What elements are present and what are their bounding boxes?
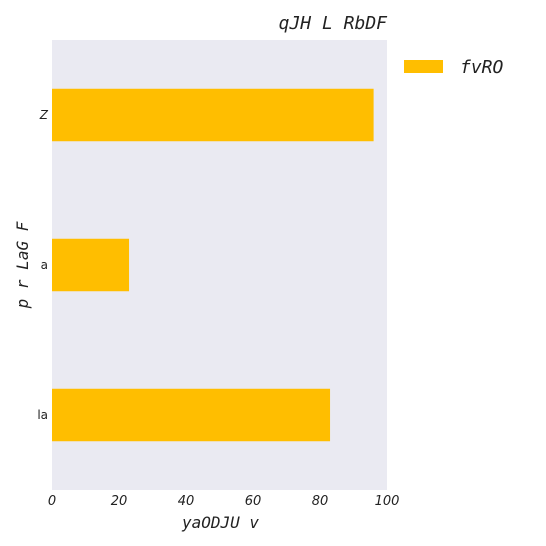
bar-la xyxy=(52,388,331,442)
x-tick-label: 0 xyxy=(48,494,56,509)
legend-label: fvRO xyxy=(460,57,504,78)
y-tick-label: la xyxy=(37,408,48,422)
y-tick-labels: Za la xyxy=(37,108,48,422)
bar-Z xyxy=(52,88,374,142)
x-tick-label: 60 xyxy=(245,494,262,509)
y-tick-label: Z xyxy=(39,108,49,122)
x-tick-label: 20 xyxy=(111,494,128,509)
x-tick-labels: 0 20 40 60 80 100 xyxy=(48,494,400,509)
legend: fvRO xyxy=(404,57,504,78)
legend-swatch xyxy=(404,60,443,73)
x-tick-label: 80 xyxy=(312,494,329,509)
chart-title: qJH L RbDF xyxy=(279,13,389,34)
x-axis-label: yaODJU v xyxy=(181,513,259,532)
bar-a xyxy=(52,238,130,292)
y-tick-label: a xyxy=(41,258,48,272)
y-axis-label: p r LaG F xyxy=(13,221,32,309)
bars-group xyxy=(52,88,374,442)
x-tick-label: 100 xyxy=(375,494,400,509)
x-tick-label: 40 xyxy=(178,494,195,509)
